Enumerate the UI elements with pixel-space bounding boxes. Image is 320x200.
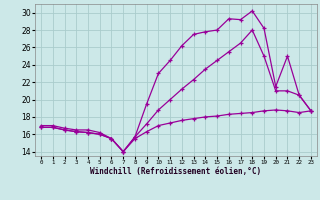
X-axis label: Windchill (Refroidissement éolien,°C): Windchill (Refroidissement éolien,°C) [91, 167, 261, 176]
